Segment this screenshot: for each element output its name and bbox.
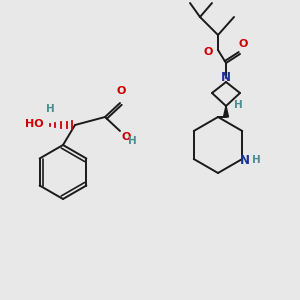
Text: N: N — [240, 154, 250, 166]
Text: O: O — [238, 39, 248, 49]
Text: O: O — [121, 132, 130, 142]
Text: HO: HO — [26, 119, 44, 129]
Text: H: H — [128, 136, 137, 146]
Text: O: O — [116, 86, 126, 96]
Text: H: H — [252, 155, 261, 165]
Text: O: O — [203, 47, 213, 57]
Polygon shape — [224, 106, 229, 117]
Text: H: H — [46, 104, 54, 114]
Text: H: H — [234, 100, 243, 110]
Text: N: N — [221, 71, 231, 84]
